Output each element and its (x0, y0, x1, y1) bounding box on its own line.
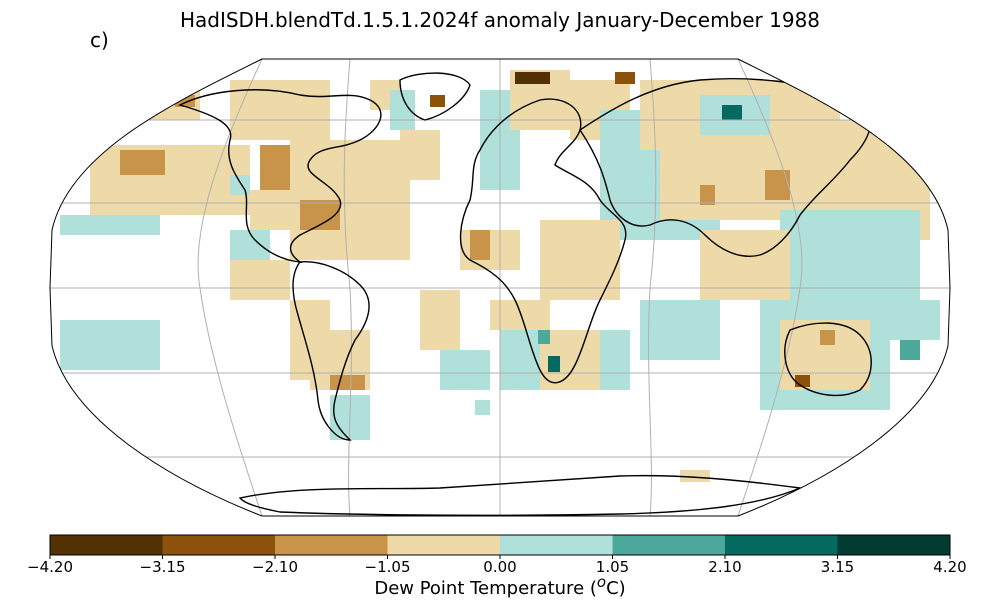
colorbar-tick-label: 3.15 (820, 558, 855, 576)
colorbar-segment (162, 535, 276, 555)
colorbar-segment (275, 535, 388, 555)
colorbar-tick-label: 2.10 (708, 558, 742, 576)
colorbar-segment (500, 535, 613, 555)
map-title: HadISDH.blendTd.1.5.1.2024f anomaly Janu… (179, 8, 821, 32)
colorbar-tick-label: 1.05 (595, 558, 630, 576)
colorbar-tick-label: −2.10 (252, 558, 298, 576)
colorbar-segment (725, 535, 838, 555)
colorbar-segment (50, 535, 163, 555)
colorbar-tick-label: 4.20 (933, 558, 967, 576)
colorbar-segments (50, 535, 951, 555)
colorbar-tick-label: −4.20 (27, 558, 73, 576)
colorbar-tick-label: −1.05 (364, 558, 411, 576)
colorbar-tick-label: 0.00 (483, 558, 517, 576)
world-map (49, 58, 951, 517)
panel-label: c) (90, 28, 109, 52)
globe-outline (49, 58, 951, 517)
graticule (50, 59, 950, 516)
colorbar-label: Dew Point Temperature (oC) (374, 573, 626, 599)
colorbar-tick-label: −3.15 (139, 558, 186, 576)
colorbar-segment (837, 535, 951, 555)
colorbar-segment (387, 535, 501, 555)
colorbar-segment (612, 535, 726, 555)
colorbar (49, 534, 951, 559)
